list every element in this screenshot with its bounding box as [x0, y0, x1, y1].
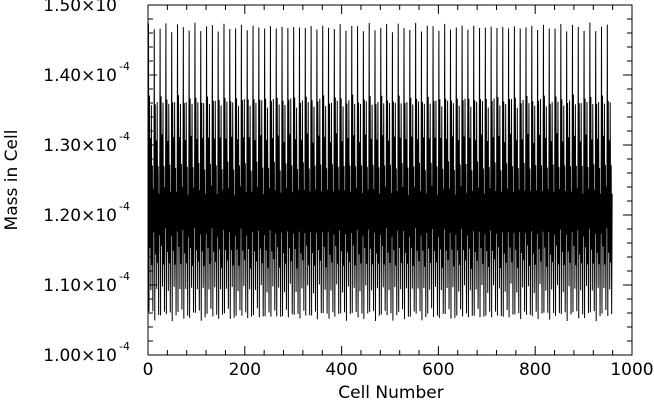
plot-frame [147, 4, 633, 356]
x-tick-label: 200 [229, 360, 261, 380]
y-tick-exponent: -4 [119, 60, 130, 73]
y-tick-label: 1.20×10 [43, 206, 117, 226]
y-tick-label: 1.30×10 [43, 136, 117, 156]
x-tick-label: 600 [422, 360, 454, 380]
y-tick-label: 1.40×10 [43, 66, 117, 86]
y-tick-label: 1.00×10 [43, 346, 117, 366]
y-tick-label: 1.50×10 [43, 0, 117, 16]
series-layer [147, 22, 613, 322]
x-tick-label: 800 [519, 360, 551, 380]
y-axis-title: Mass in Cell [2, 130, 22, 231]
x-tick-label: 400 [325, 360, 357, 380]
y-tick-exponent: -4 [119, 0, 130, 3]
y-tick-exponent: -4 [119, 340, 130, 353]
y-tick-exponent: -4 [119, 130, 130, 143]
x-axis-title: Cell Number [338, 383, 443, 401]
y-tick-exponent: -4 [119, 200, 130, 213]
x-tick-label: 0 [143, 360, 154, 380]
y-tick-exponent: -4 [119, 270, 130, 283]
y-tick-label: 1.10×10 [43, 276, 117, 296]
series-line [147, 22, 613, 322]
x-tick-label: 1000 [610, 360, 653, 380]
